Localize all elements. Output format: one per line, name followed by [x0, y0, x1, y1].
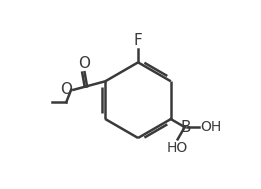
Text: F: F: [134, 33, 143, 48]
Text: HO: HO: [167, 141, 188, 155]
Text: B: B: [180, 120, 191, 135]
Text: O: O: [78, 56, 90, 71]
Text: O: O: [61, 82, 73, 97]
Text: OH: OH: [200, 120, 221, 134]
